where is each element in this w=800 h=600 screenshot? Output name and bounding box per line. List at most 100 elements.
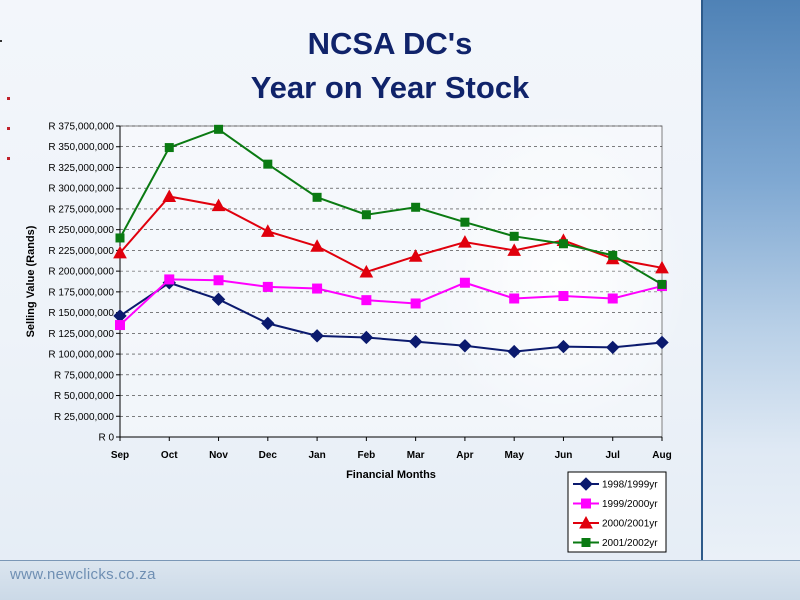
x-axis: Sep Oct Nov Dec Jan Feb Mar Apr May Jun Jul Aug xyxy=(111,436,672,461)
data-point xyxy=(507,344,521,359)
slide-title-line2: Year on Year Stock xyxy=(250,70,530,105)
data-point xyxy=(115,233,125,243)
legend-label: 2001/2002yr xyxy=(602,538,658,549)
data-point xyxy=(408,249,423,262)
data-point xyxy=(164,274,175,285)
data-point xyxy=(460,217,470,227)
x-tick-label: Sep xyxy=(111,450,129,461)
x-tick-label: Jul xyxy=(606,450,621,461)
legend-swatch-marker xyxy=(581,538,591,547)
x-tick-label: Apr xyxy=(456,450,473,461)
x-tick-label: Oct xyxy=(161,450,178,461)
data-point xyxy=(655,260,669,274)
data-point xyxy=(214,124,224,134)
y-tick-label: R 0 xyxy=(98,433,114,444)
data-point xyxy=(312,192,322,202)
legend-swatch-marker xyxy=(579,477,593,491)
y-tick-label: R 225,000,000 xyxy=(48,246,114,257)
data-point xyxy=(213,275,224,286)
x-tick-label: Jun xyxy=(555,450,573,461)
y-tick-label: R 25,000,000 xyxy=(54,412,114,423)
x-tick-label: Feb xyxy=(357,450,375,461)
data-point xyxy=(458,339,472,353)
legend-swatch-marker xyxy=(579,515,593,529)
y-tick-label: R 100,000,000 xyxy=(48,350,114,361)
data-point xyxy=(509,231,519,241)
bullet-marker xyxy=(7,127,10,130)
footer-band xyxy=(0,561,800,600)
slide-title-line1: NCSA DC's xyxy=(307,26,473,61)
x-tick-label: May xyxy=(504,450,524,461)
legend-swatch-marker xyxy=(581,498,591,509)
data-point xyxy=(113,245,127,259)
y-tick-label: R 150,000,000 xyxy=(48,308,114,319)
data-point xyxy=(310,329,324,343)
y-tick-label: R 75,000,000 xyxy=(54,370,114,381)
series-line xyxy=(119,278,663,326)
data-point xyxy=(558,239,568,249)
data-point xyxy=(556,339,571,354)
decorative-dot xyxy=(0,40,2,42)
data-point xyxy=(164,143,174,153)
footer-divider xyxy=(0,560,800,561)
sky-panel xyxy=(703,0,800,600)
data-point xyxy=(606,340,620,355)
data-point xyxy=(361,295,372,306)
data-point xyxy=(359,330,374,345)
data-point xyxy=(359,264,374,278)
y-tick-label: R 300,000,000 xyxy=(48,184,114,195)
data-point xyxy=(607,293,618,304)
x-tick-label: Jan xyxy=(308,450,325,461)
data-point xyxy=(262,281,273,292)
data-point xyxy=(211,198,226,212)
data-point xyxy=(657,279,667,289)
y-axis-title: Selling Value (Rands) xyxy=(25,225,37,337)
data-point xyxy=(411,202,421,212)
series-line xyxy=(119,195,663,274)
x-axis-title: Financial Months xyxy=(346,469,436,481)
x-tick-label: Dec xyxy=(259,450,278,461)
y-tick-label: R 350,000,000 xyxy=(48,142,114,153)
data-point xyxy=(310,239,324,252)
series-1998/1999yr xyxy=(113,276,669,359)
y-tick-label: R 275,000,000 xyxy=(48,204,114,215)
y-tick-label: R 325,000,000 xyxy=(48,163,114,174)
data-point xyxy=(608,250,618,260)
sky-divider xyxy=(701,0,703,600)
y-tick-label: R 375,000,000 xyxy=(48,122,114,133)
y-tick-label: R 200,000,000 xyxy=(48,267,114,278)
y-axis: R 0 R 25,000,000 R 50,000,000 R 75,000,000 R… xyxy=(48,122,121,444)
series-2001/2002yr xyxy=(115,124,667,289)
series-group xyxy=(113,124,669,359)
series-line xyxy=(119,281,663,353)
data-point xyxy=(655,335,669,350)
data-point xyxy=(507,243,522,256)
data-point xyxy=(162,189,177,202)
data-point xyxy=(558,291,569,302)
y-tick-label: R 175,000,000 xyxy=(48,287,114,298)
data-point xyxy=(261,316,275,331)
data-point xyxy=(115,320,125,331)
y-tick-label: R 250,000,000 xyxy=(48,225,114,236)
data-point xyxy=(458,235,472,248)
legend: 1998/1999yr 1999/2000yr 2000/2001yr 2001/20… xyxy=(567,471,667,553)
data-point xyxy=(459,277,470,288)
data-point xyxy=(260,224,275,237)
x-tick-label: Nov xyxy=(209,450,228,461)
plot-area xyxy=(119,125,663,438)
legend-label: 1999/2000yr xyxy=(602,499,658,510)
bullet-marker xyxy=(7,97,10,100)
legend-label: 2000/2001yr xyxy=(602,519,658,530)
series-1999/2000yr xyxy=(115,274,667,331)
x-tick-label: Aug xyxy=(652,450,671,461)
data-point xyxy=(361,210,371,220)
series-line xyxy=(119,128,663,286)
data-point xyxy=(509,293,520,304)
bullet-marker xyxy=(7,157,10,160)
data-point xyxy=(211,292,226,307)
data-point xyxy=(312,283,323,294)
legend-label: 1998/1999yr xyxy=(602,480,658,491)
footer-url[interactable]: www.newclicks.co.za xyxy=(10,566,156,583)
data-point xyxy=(263,159,273,169)
